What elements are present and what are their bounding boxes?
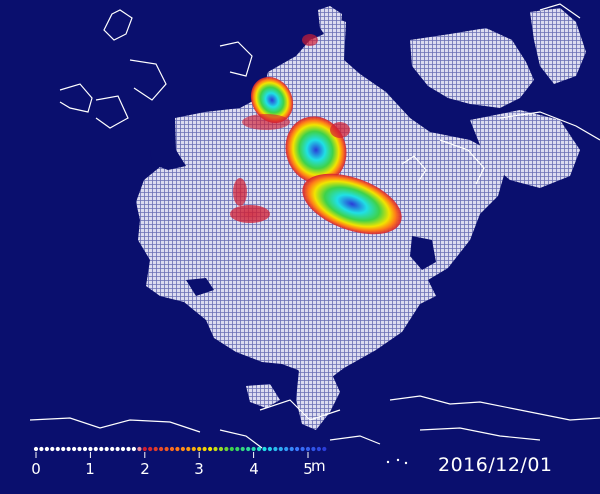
colorbar-tick-2: 2	[140, 460, 150, 478]
colorbar-dot	[256, 446, 262, 452]
colorbar-tick-5: 5	[303, 460, 313, 478]
colorbar-dot	[131, 446, 136, 452]
sea-ice-east	[410, 28, 534, 108]
colorbar-dot	[202, 446, 207, 452]
colorbar-dot	[33, 446, 39, 452]
colorbar-dot	[186, 446, 191, 452]
colorbar-dot	[50, 446, 55, 452]
colorbar-dot	[235, 446, 240, 452]
colorbar-dot	[55, 446, 60, 452]
colorbar-dot	[300, 446, 305, 452]
colorbar-dot	[104, 446, 109, 452]
colorbar-dot	[322, 446, 327, 452]
colorbar-dot	[115, 446, 120, 452]
colorbar-dot	[267, 446, 272, 452]
colorbar-dot	[61, 446, 66, 452]
colorbar-dot	[153, 446, 158, 452]
colorbar-dot	[142, 446, 147, 452]
colorbar-dot	[88, 446, 93, 452]
colorbar-dot	[159, 446, 164, 452]
colorbar-unit: m	[311, 457, 326, 475]
date-label: 2016/12/01	[438, 454, 553, 476]
colorbar-dot	[251, 446, 256, 452]
island-dot	[396, 458, 400, 462]
colorbar-dot	[175, 446, 180, 452]
colorbar-dot	[66, 446, 71, 452]
thick-ice-regions	[230, 34, 402, 235]
colorbar-dot	[110, 446, 115, 452]
coastlines	[29, 3, 600, 449]
colorbar-dot	[148, 446, 153, 452]
colorbar-dot	[44, 446, 50, 452]
colorbar-dot	[191, 446, 196, 452]
sea-ice-north	[318, 6, 342, 40]
colorbar-dot	[82, 446, 88, 452]
colorbar-dot	[169, 446, 175, 452]
colorbar-tick-1: 1	[85, 460, 95, 478]
colorbar-dot	[197, 446, 202, 452]
colorbar-dot	[72, 446, 77, 452]
colorbar-dot	[213, 446, 218, 452]
colorbar-dot	[77, 446, 82, 452]
colorbar-dot	[224, 446, 229, 452]
sea-ice-southwest	[246, 384, 280, 408]
colorbar-dot	[93, 446, 98, 452]
colorbar-dot	[278, 446, 283, 452]
colorbar-dot	[126, 446, 131, 452]
colorbar-dot	[305, 446, 311, 452]
colorbar-dot	[208, 446, 213, 452]
sea-ice-kara	[470, 110, 580, 188]
sea-ice-northeast	[530, 8, 586, 84]
colorbar-dot	[295, 446, 300, 452]
colorbar-dot	[316, 446, 321, 452]
sea-ice-south	[296, 360, 340, 430]
colorbar-dot	[99, 446, 104, 452]
island-dot	[404, 461, 408, 465]
colorbar-dot	[120, 446, 126, 452]
colorbar-dot	[273, 446, 278, 452]
colorbar-dot	[229, 446, 234, 452]
colorbar-tick-4: 4	[249, 460, 259, 478]
colorbar-dot	[164, 446, 169, 452]
colorbar-tick-3: 3	[194, 460, 204, 478]
colorbar-tick-0: 0	[31, 460, 41, 478]
colorbar-dot	[311, 446, 316, 452]
colorbar-dot	[180, 446, 185, 452]
colorbar-dot	[240, 446, 245, 452]
island-dot	[386, 460, 390, 464]
colorbar-dot	[218, 446, 224, 452]
colorbar-dot	[262, 446, 267, 452]
colorbar-dot	[289, 446, 294, 452]
colorbar-dot	[137, 446, 142, 452]
colorbar-dot	[284, 446, 289, 452]
colorbar-dot	[39, 446, 44, 452]
colorbar-dot	[246, 446, 251, 452]
